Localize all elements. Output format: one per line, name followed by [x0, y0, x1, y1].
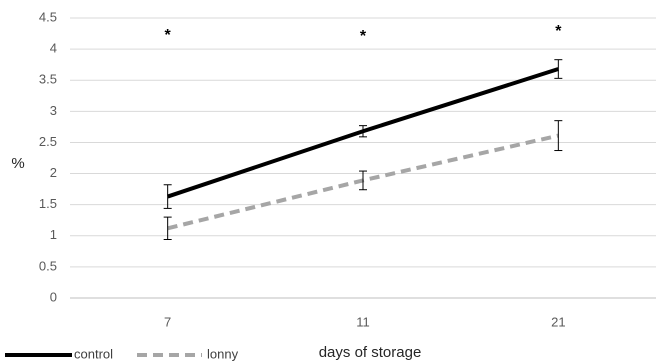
legend-label-control: control	[74, 346, 113, 361]
y-tick-label: 2.5	[39, 134, 57, 149]
gridlines	[70, 17, 656, 299]
y-tick-labels: 0 0.5 1 1.5 2 2.5 3 3.5 4 4.5	[39, 9, 57, 304]
error-bar	[359, 170, 367, 191]
error-bar	[554, 59, 563, 79]
significance-marker: *	[165, 27, 172, 44]
y-axis-title: %	[11, 155, 24, 172]
significance-marker: *	[555, 23, 562, 40]
error-bar	[359, 125, 367, 138]
y-tick-label: 3.5	[39, 72, 57, 87]
legend: control lonny	[5, 346, 239, 361]
y-tick-label: 3	[50, 103, 57, 118]
error-bar	[554, 120, 563, 152]
y-tick-label: 0	[50, 289, 57, 304]
y-tick-label: 1.5	[39, 196, 57, 211]
significance-marker: *	[360, 28, 367, 45]
x-tick-label: 11	[356, 314, 370, 329]
x-axis-title: days of storage	[319, 344, 422, 361]
y-tick-label: 2	[50, 165, 57, 180]
x-tick-labels: 7 11 21	[164, 314, 566, 329]
error-bars	[163, 59, 563, 241]
y-tick-label: 4.5	[39, 9, 57, 24]
legend-label-lonny: lonny	[207, 346, 239, 361]
error-bar	[163, 216, 172, 241]
x-tick-label: 21	[551, 314, 565, 329]
y-tick-label: 4	[50, 41, 57, 56]
error-bar	[163, 184, 172, 209]
y-tick-label: 1	[50, 227, 57, 242]
x-tick-label: 7	[164, 314, 171, 329]
significance-annotations: * * *	[165, 23, 563, 45]
y-tick-label: 0.5	[39, 258, 57, 273]
